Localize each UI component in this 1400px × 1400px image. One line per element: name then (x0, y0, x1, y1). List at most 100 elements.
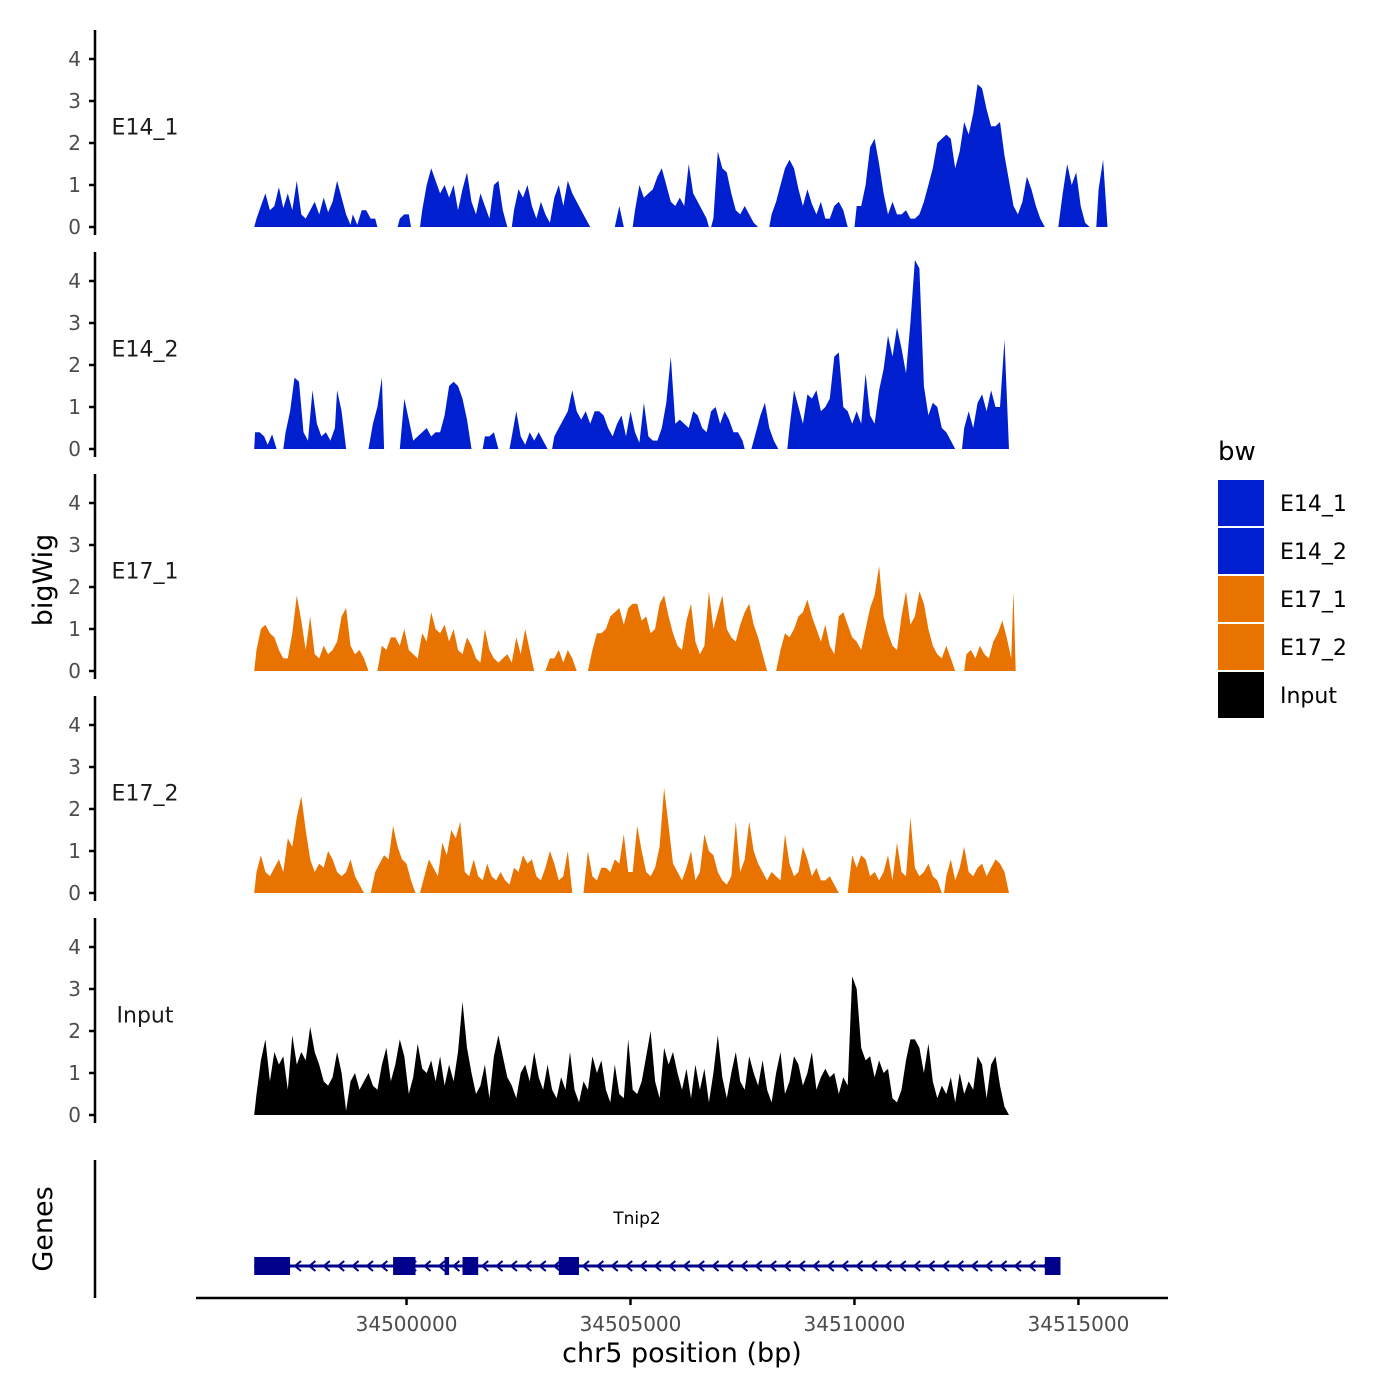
y-tick-label: 1 (68, 617, 81, 641)
legend-title: bw (1218, 437, 1256, 467)
track-e14_1: 0 1 2 3 4 E14_1 (68, 30, 1108, 239)
strand-arrow (379, 1260, 389, 1272)
x-tick-label: 34505000 (580, 1312, 682, 1336)
strand-arrow (826, 1260, 835, 1272)
strand-arrow (538, 1260, 547, 1272)
genes-track: Genes Tnip2 (28, 1160, 1061, 1298)
legend-swatch (1218, 480, 1264, 526)
strand-arrow (322, 1260, 331, 1272)
y-tick-label: 2 (68, 797, 81, 821)
y-tick-label: 4 (68, 935, 81, 959)
strand-arrow (581, 1260, 590, 1272)
strand-arrow (365, 1260, 374, 1272)
coverage-area (254, 84, 1108, 227)
track-label: E14_1 (112, 116, 179, 141)
y-tick-label: 0 (68, 881, 81, 905)
legend: bw E14_1 E14_2 E17_1 E17_2 Input (1218, 437, 1347, 718)
legend-swatch (1218, 528, 1264, 574)
strand-arrow (941, 1260, 950, 1272)
strand-arrow (1027, 1260, 1037, 1272)
x-tick-label: 34500000 (356, 1312, 458, 1336)
y-tick-label: 4 (68, 269, 81, 293)
coverage-area (254, 976, 1009, 1115)
legend-label: E17_2 (1280, 636, 1347, 661)
strand-arrow (423, 1260, 432, 1272)
strand-arrow (912, 1260, 921, 1272)
strand-arrow (840, 1260, 849, 1272)
strand-arrow (1013, 1260, 1022, 1272)
strand-arrow (624, 1260, 633, 1272)
strand-arrow (811, 1260, 821, 1272)
x-axis: 34500000 34505000 34510000 34515000 chr5 pos… (196, 1296, 1168, 1369)
y-tick-label: 0 (68, 1103, 81, 1127)
strand-arrow (336, 1260, 345, 1272)
strand-arrow (855, 1260, 864, 1272)
track-label: E14_2 (112, 338, 179, 363)
exon (444, 1257, 450, 1275)
strand-arrow (639, 1260, 648, 1272)
y-tick-label: 0 (68, 437, 81, 461)
x-axis-title: chr5 position (bp) (562, 1338, 802, 1369)
y-tick-label: 0 (68, 215, 81, 239)
y-tick-label: 1 (68, 173, 81, 197)
strand-arrow (739, 1260, 749, 1272)
track-input: 0 1 2 3 4 Input (68, 918, 1009, 1127)
strand-arrow (682, 1260, 691, 1272)
strand-arrow (495, 1260, 504, 1272)
strand-arrow (451, 1260, 461, 1272)
y-tick-label: 3 (68, 533, 81, 557)
gene-name-label: Tnip2 (612, 1209, 661, 1229)
track-label: Input (117, 1004, 174, 1029)
strand-arrow (480, 1260, 489, 1272)
y-axis-title: bigWig (28, 534, 59, 627)
y-tick-label: 2 (68, 353, 81, 377)
strand-arrow (898, 1260, 907, 1272)
y-tick-label: 1 (68, 395, 81, 419)
x-tick-label: 34510000 (804, 1312, 906, 1336)
y-tick-label: 3 (68, 755, 81, 779)
strand-arrow (883, 1260, 893, 1272)
strand-arrow (696, 1260, 705, 1272)
coverage-area (254, 566, 1016, 671)
strand-arrow (783, 1260, 792, 1272)
x-tick-label: 34515000 (1028, 1312, 1130, 1336)
y-tick-label: 2 (68, 131, 81, 155)
legend-label: E17_1 (1280, 588, 1347, 613)
strand-arrow (595, 1260, 605, 1272)
y-tick-label: 3 (68, 977, 81, 1001)
strand-arrow (653, 1260, 662, 1272)
strand-arrow (869, 1260, 878, 1272)
strand-arrow (523, 1260, 533, 1272)
coverage-tracks: 0 1 2 3 4 E14_1 0 1 2 3 4 E14_2 0 1 2 3 4 E17_1 0 1 2 3 4 E17_2… (68, 30, 1108, 1127)
exon (1044, 1257, 1061, 1275)
legend-swatch (1218, 672, 1264, 718)
strand-arrow (711, 1260, 720, 1272)
strand-arrow (984, 1260, 993, 1272)
track-e17_2: 0 1 2 3 4 E17_2 (68, 696, 1009, 905)
strand-arrow (437, 1260, 446, 1272)
legend-label: Input (1280, 684, 1337, 709)
y-tick-label: 1 (68, 839, 81, 863)
legend-label: E14_2 (1280, 540, 1347, 565)
strand-arrow (797, 1260, 806, 1272)
y-tick-label: 2 (68, 575, 81, 599)
genes-title: Genes (28, 1186, 59, 1271)
exon (393, 1257, 416, 1275)
coverage-area (254, 788, 1009, 893)
legend-swatch (1218, 624, 1264, 670)
strand-arrow (754, 1260, 763, 1272)
track-e17_1: 0 1 2 3 4 E17_1 (68, 474, 1016, 683)
y-tick-label: 4 (68, 713, 81, 737)
y-tick-label: 4 (68, 491, 81, 515)
track-e14_2: 0 1 2 3 4 E14_2 (68, 252, 1009, 461)
coverage-area (254, 260, 1009, 449)
y-tick-label: 4 (68, 47, 81, 71)
strand-arrow (610, 1260, 619, 1272)
strand-arrow (955, 1260, 965, 1272)
strand-arrow (927, 1260, 936, 1272)
track-label: E17_1 (112, 560, 179, 585)
exon (462, 1257, 479, 1275)
exon (254, 1257, 291, 1275)
strand-arrow (768, 1260, 777, 1272)
